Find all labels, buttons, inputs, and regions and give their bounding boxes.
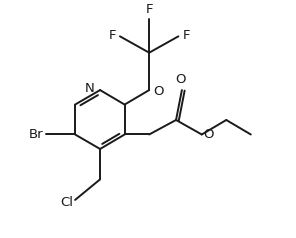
Text: O: O <box>203 128 213 140</box>
Text: Cl: Cl <box>60 196 73 209</box>
Text: F: F <box>183 29 190 42</box>
Text: O: O <box>153 85 164 98</box>
Text: O: O <box>176 73 186 86</box>
Text: F: F <box>145 4 153 16</box>
Text: N: N <box>85 82 95 95</box>
Text: F: F <box>108 29 116 42</box>
Text: Br: Br <box>29 128 44 141</box>
